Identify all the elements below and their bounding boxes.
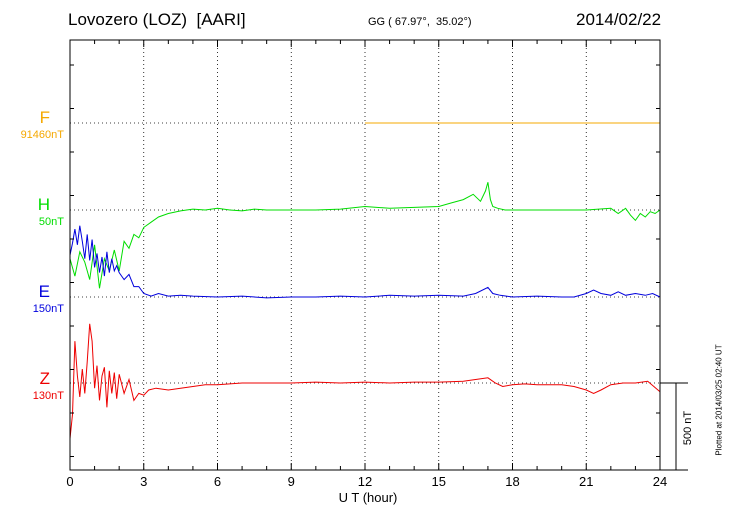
plot-traces bbox=[69, 122, 661, 439]
channel-z-scale: 130nT bbox=[32, 390, 64, 402]
x-tick-15: 15 bbox=[431, 474, 446, 489]
x-tick-3: 3 bbox=[140, 474, 148, 489]
trace-e bbox=[69, 225, 661, 299]
x-tick-9: 9 bbox=[287, 474, 295, 489]
x-tick-24: 24 bbox=[652, 474, 668, 489]
x-tick-6: 6 bbox=[213, 474, 222, 489]
x-axis-label: U T (hour) bbox=[338, 490, 398, 505]
plot-date: 2014/02/22 bbox=[576, 10, 662, 29]
x-tick-0: 0 bbox=[66, 474, 74, 489]
scale-bar bbox=[660, 382, 688, 471]
trace-h bbox=[69, 182, 661, 289]
x-tick-18: 18 bbox=[505, 474, 520, 489]
plot-ticks bbox=[69, 40, 661, 470]
x-tick-12: 12 bbox=[357, 474, 373, 489]
x-tick-21: 21 bbox=[579, 474, 594, 489]
plotted-timestamp: Plotted at 2014/03/25 02:40 UT bbox=[714, 344, 724, 456]
station-coordinates: GG ( 67.97°, 35.02°) bbox=[368, 16, 472, 28]
station-title: Lovozero (LOZ) [AARI] bbox=[68, 10, 246, 29]
channel-z-name: Z bbox=[39, 369, 50, 388]
channel-f-name: F bbox=[39, 108, 50, 127]
channel-e-scale: 150nT bbox=[32, 303, 64, 315]
scale-bar-label: 500 nT bbox=[682, 410, 694, 446]
channel-e-name: E bbox=[38, 282, 50, 301]
plot-grid bbox=[70, 40, 660, 470]
channel-f-scale: 91460nT bbox=[20, 129, 64, 141]
channel-h-scale: 50nT bbox=[38, 216, 64, 228]
trace-z bbox=[69, 323, 661, 439]
channel-h-name: H bbox=[37, 195, 50, 214]
